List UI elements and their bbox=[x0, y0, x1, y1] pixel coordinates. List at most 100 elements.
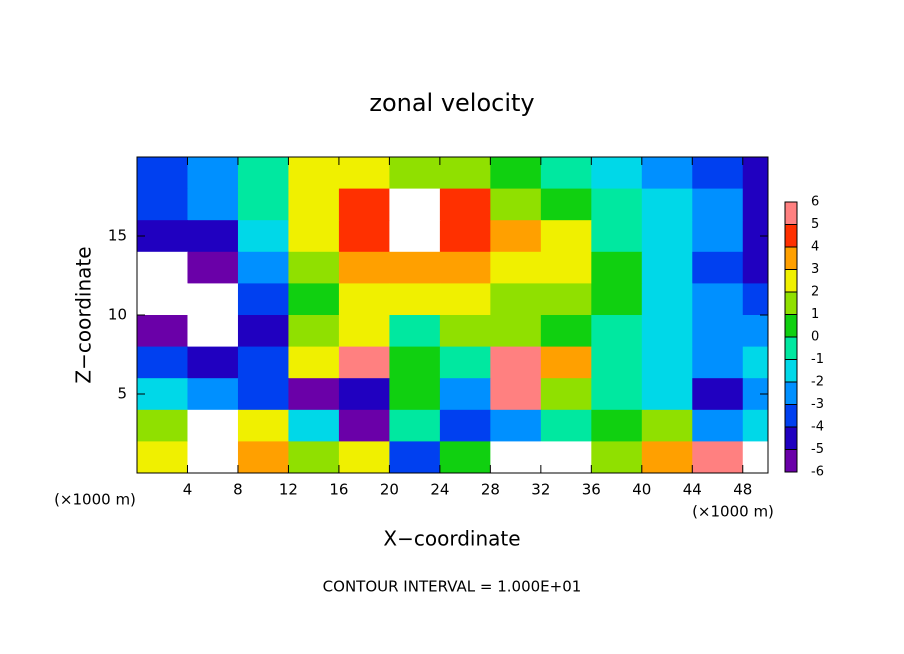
cell bbox=[490, 157, 542, 190]
cell bbox=[692, 346, 744, 379]
colorbar-tick-label: -2 bbox=[811, 375, 824, 390]
cell bbox=[742, 157, 769, 190]
x-tick-label: 12 bbox=[279, 481, 298, 499]
cell bbox=[137, 378, 188, 411]
cell bbox=[439, 283, 491, 316]
cell bbox=[288, 251, 340, 284]
colorbar-tick-label: -1 bbox=[811, 352, 824, 367]
cell bbox=[490, 251, 542, 284]
cell bbox=[591, 220, 643, 253]
y-tick-label: 10 bbox=[108, 306, 127, 324]
cell bbox=[591, 441, 643, 474]
cell bbox=[338, 378, 390, 411]
colorbar-tick-label: -5 bbox=[811, 442, 824, 457]
cell bbox=[137, 409, 188, 442]
cell bbox=[288, 283, 340, 316]
x-tick-label: 16 bbox=[329, 481, 348, 499]
cell bbox=[389, 157, 441, 190]
cell bbox=[187, 157, 239, 190]
x-axis-label: X−coordinate bbox=[383, 527, 520, 551]
cell bbox=[641, 157, 693, 190]
x-tick-label: 48 bbox=[733, 481, 752, 499]
cell bbox=[288, 441, 340, 474]
cell bbox=[641, 220, 693, 253]
colorbar-tick-label: 2 bbox=[811, 285, 819, 300]
cell bbox=[742, 409, 769, 442]
cell bbox=[338, 346, 390, 379]
cell bbox=[137, 251, 188, 284]
cell bbox=[187, 346, 239, 379]
cell bbox=[187, 315, 239, 348]
cell bbox=[237, 441, 289, 474]
colorbar-tick-label: -6 bbox=[811, 465, 824, 480]
cell bbox=[439, 220, 491, 253]
x-tick-label: 20 bbox=[380, 481, 399, 499]
colorbar-swatch bbox=[785, 337, 797, 360]
cell bbox=[389, 251, 441, 284]
colorbar-swatch bbox=[785, 202, 797, 225]
x-tick-label: 8 bbox=[233, 481, 243, 499]
cell bbox=[237, 315, 289, 348]
cell bbox=[540, 378, 592, 411]
cell bbox=[187, 409, 239, 442]
cell bbox=[692, 251, 744, 284]
cell bbox=[338, 220, 390, 253]
cell bbox=[389, 441, 441, 474]
cell bbox=[641, 378, 693, 411]
cell bbox=[742, 315, 769, 348]
cell bbox=[187, 188, 239, 221]
x-tick-label: 28 bbox=[481, 481, 500, 499]
cell bbox=[490, 315, 542, 348]
x-unit-label: (×1000 m) bbox=[692, 503, 774, 521]
colorbar-swatch bbox=[785, 427, 797, 450]
cell bbox=[742, 346, 769, 379]
cell bbox=[490, 188, 542, 221]
y-unit-label: (×1000 m) bbox=[54, 491, 136, 509]
chart-title: zonal velocity bbox=[369, 89, 534, 117]
cell bbox=[187, 220, 239, 253]
cell bbox=[692, 188, 744, 221]
cell bbox=[742, 283, 769, 316]
cell bbox=[692, 378, 744, 411]
colorbar-swatch bbox=[785, 359, 797, 382]
cell bbox=[338, 315, 390, 348]
cell bbox=[439, 441, 491, 474]
cell bbox=[338, 188, 390, 221]
colorbar-tick-label: 5 bbox=[811, 217, 819, 232]
cell bbox=[641, 251, 693, 284]
cell bbox=[641, 346, 693, 379]
y-tick-label: 15 bbox=[108, 227, 127, 245]
cell bbox=[137, 157, 188, 190]
colorbar-swatch bbox=[785, 314, 797, 337]
cell bbox=[389, 378, 441, 411]
cell bbox=[137, 441, 188, 474]
cell bbox=[439, 157, 491, 190]
cell bbox=[237, 220, 289, 253]
cell bbox=[540, 220, 592, 253]
y-tick-label: 5 bbox=[117, 385, 127, 403]
cell bbox=[237, 251, 289, 284]
cell bbox=[137, 283, 188, 316]
colorbar-tick-label: 0 bbox=[811, 330, 819, 345]
cell bbox=[540, 346, 592, 379]
cell bbox=[540, 188, 592, 221]
cell bbox=[591, 378, 643, 411]
x-tick-label: 24 bbox=[430, 481, 449, 499]
cell bbox=[137, 220, 188, 253]
cell bbox=[137, 315, 188, 348]
cell bbox=[187, 378, 239, 411]
cell bbox=[389, 283, 441, 316]
cell bbox=[742, 441, 769, 474]
cell bbox=[439, 346, 491, 379]
colorbar-tick-label: 1 bbox=[811, 307, 819, 322]
colorbar-swatch bbox=[785, 269, 797, 292]
colorbar-swatch bbox=[785, 292, 797, 315]
cell bbox=[338, 441, 390, 474]
colorbar-tick-label: 6 bbox=[811, 195, 819, 210]
cell bbox=[389, 409, 441, 442]
cell bbox=[692, 220, 744, 253]
cell bbox=[338, 157, 390, 190]
cell bbox=[490, 409, 542, 442]
cell bbox=[490, 283, 542, 316]
